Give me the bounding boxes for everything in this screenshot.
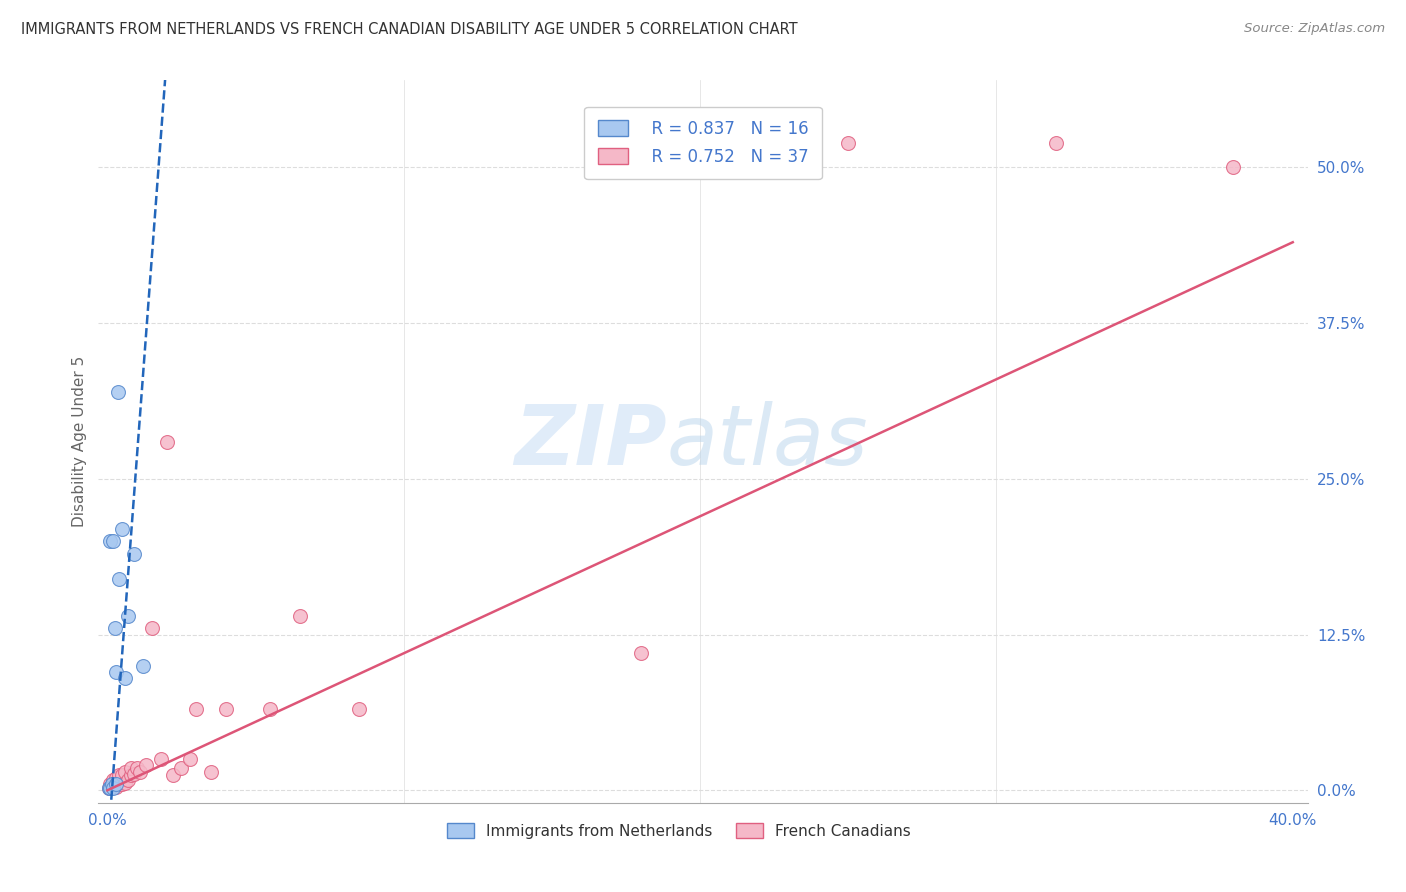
Point (186, 702, 208, 716)
Point (100, 777, 122, 791)
Point (103, 773, 125, 788)
Text: atlas: atlas (666, 401, 869, 482)
Point (132, 658, 155, 673)
Point (129, 764, 152, 779)
Point (120, 768, 142, 782)
Point (105, 780, 128, 794)
Point (135, 758, 157, 772)
Point (111, 768, 134, 782)
Text: ZIP: ZIP (515, 401, 666, 482)
Point (149, 752, 172, 766)
Legend: Immigrants from Netherlands, French Canadians: Immigrants from Netherlands, French Cana… (436, 813, 922, 849)
Point (155, 434, 177, 449)
Point (108, 768, 131, 782)
Point (108, 777, 131, 791)
Point (105, 777, 128, 791)
Point (114, 764, 136, 779)
Point (114, 671, 136, 685)
Point (837, 136, 859, 150)
Point (114, 776, 136, 790)
Point (1045, 136, 1067, 150)
Point (103, 534, 125, 549)
Point (1222, 161, 1244, 175)
Point (107, 384, 129, 399)
Point (630, 646, 652, 660)
Point (179, 752, 201, 766)
Point (259, 702, 281, 716)
Point (162, 768, 184, 782)
Point (117, 773, 139, 788)
Point (97, 780, 120, 795)
Point (141, 621, 163, 635)
Point (170, 761, 193, 775)
Point (117, 609, 139, 624)
Point (97, 780, 120, 795)
Point (98, 534, 121, 549)
Point (105, 771, 128, 785)
Point (100, 778, 122, 792)
Point (347, 702, 370, 716)
Point (111, 777, 134, 791)
Point (200, 764, 222, 779)
Point (105, 665, 128, 679)
Text: IMMIGRANTS FROM NETHERLANDS VS FRENCH CANADIAN DISABILITY AGE UNDER 5 CORRELATIO: IMMIGRANTS FROM NETHERLANDS VS FRENCH CA… (21, 22, 797, 37)
Point (288, 609, 311, 624)
Point (215, 702, 238, 716)
Point (125, 761, 148, 775)
Point (108, 572, 131, 586)
Point (104, 621, 127, 635)
Point (120, 761, 142, 775)
Point (103, 780, 125, 795)
Point (98, 780, 121, 795)
Point (103, 777, 125, 791)
Point (122, 767, 145, 781)
Point (122, 547, 145, 561)
Y-axis label: Disability Age Under 5: Disability Age Under 5 (72, 356, 87, 527)
Point (111, 522, 134, 536)
Point (98, 780, 121, 794)
Text: Source: ZipAtlas.com: Source: ZipAtlas.com (1244, 22, 1385, 36)
Point (98, 777, 121, 791)
